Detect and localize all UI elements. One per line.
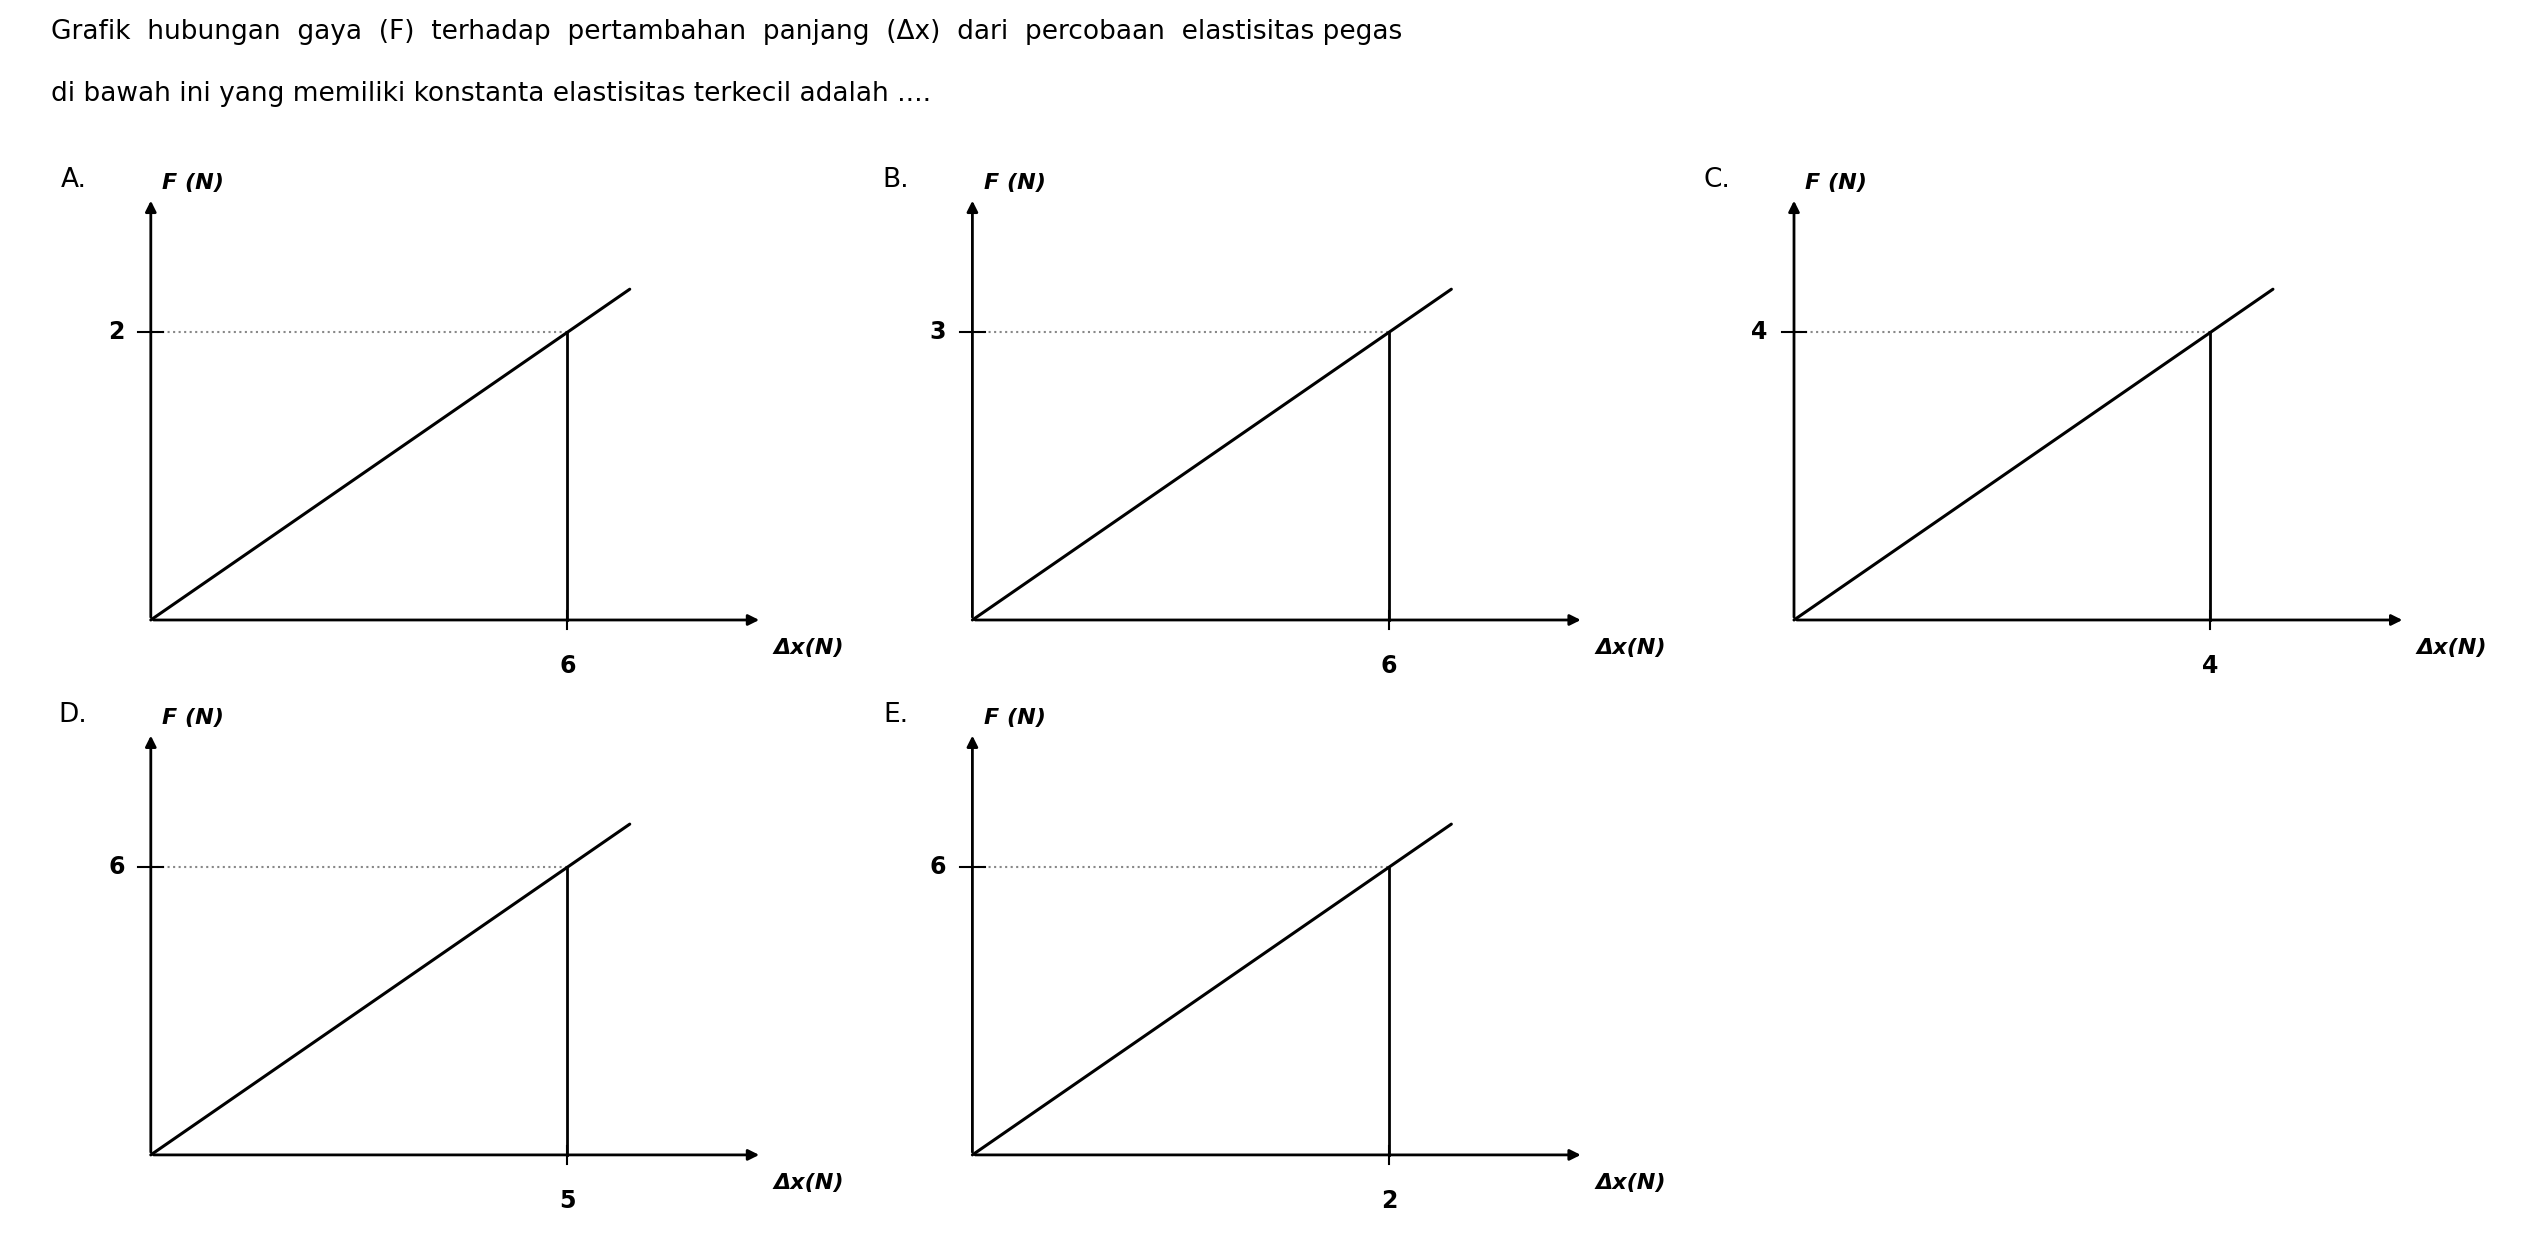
Text: F (N): F (N) [983,173,1047,193]
Text: 6: 6 [1380,653,1398,678]
Text: di bawah ini yang memiliki konstanta elastisitas terkecil adalah ....: di bawah ini yang memiliki konstanta ela… [51,81,930,107]
Text: Δx(N): Δx(N) [774,1173,844,1193]
Text: F (N): F (N) [1805,173,1868,193]
Text: 6: 6 [559,653,576,678]
Text: Grafik  hubungan  gaya  (F)  terhadap  pertambahan  panjang  (Δx)  dari  percoba: Grafik hubungan gaya (F) terhadap pertam… [51,19,1403,45]
Text: F (N): F (N) [162,173,225,193]
Text: Δx(N): Δx(N) [1595,638,1666,658]
Text: D.: D. [58,702,86,728]
Text: 2: 2 [109,321,124,345]
Text: B.: B. [882,167,908,193]
Text: Δx(N): Δx(N) [1595,1173,1666,1193]
Text: 2: 2 [1380,1188,1398,1213]
Text: 6: 6 [930,856,945,880]
Text: E.: E. [885,702,908,728]
Text: F (N): F (N) [162,708,225,728]
Text: A.: A. [61,167,86,193]
Text: C.: C. [1704,167,1729,193]
Text: 5: 5 [559,1188,576,1213]
Text: 4: 4 [2202,653,2220,678]
Text: Δx(N): Δx(N) [774,638,844,658]
Text: F (N): F (N) [983,708,1047,728]
Text: 3: 3 [930,321,945,345]
Text: 4: 4 [1752,321,1767,345]
Text: 6: 6 [109,856,124,880]
Text: Δx(N): Δx(N) [2417,638,2488,658]
